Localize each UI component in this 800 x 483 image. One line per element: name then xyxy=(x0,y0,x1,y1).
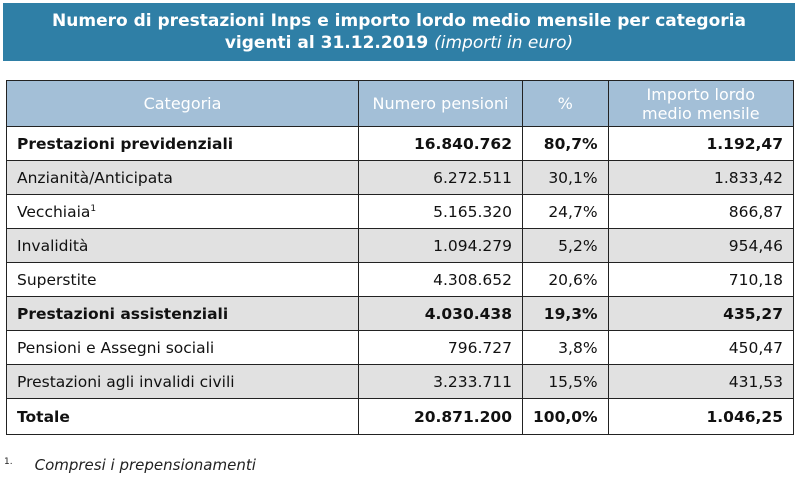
data-table: Categoria Numero pensioni % Importo lord… xyxy=(6,80,795,435)
header-pct: % xyxy=(522,80,609,127)
total-row: Totale 20.871.200 100,0% 1.046,25 xyxy=(6,398,795,435)
subtitle-note: (importi in euro) xyxy=(434,33,574,53)
header-row: Categoria Numero pensioni % Importo lord… xyxy=(6,80,795,127)
row-pct: 100,0% xyxy=(522,398,609,435)
table-subtitle: vigenti al 31.12.2019 (importi in euro) xyxy=(3,32,795,54)
table-row: Pensioni e Assegni sociali 796.727 3,8% … xyxy=(6,330,795,365)
header-importo-line2: medio mensile xyxy=(642,103,760,123)
row-importo: 1.833,42 xyxy=(607,160,795,195)
table-title: Numero di prestazioni Inps e importo lor… xyxy=(52,11,746,31)
table-row: Prestazioni assistenziali 4.030.438 19,3… xyxy=(6,296,795,331)
row-importo: 710,18 xyxy=(607,262,795,297)
row-pct: 19,3% xyxy=(522,296,609,331)
row-numero: 796.727 xyxy=(358,330,523,365)
row-importo: 450,47 xyxy=(607,330,795,365)
row-numero: 1.094.279 xyxy=(358,228,523,263)
row-pct: 5,2% xyxy=(522,228,609,263)
row-label: Vecchiaia xyxy=(17,202,91,221)
table-row: Prestazioni previdenziali 16.840.762 80,… xyxy=(6,126,795,161)
row-label-cell: Vecchiaia1 xyxy=(6,194,359,229)
footnote-text: Compresi i prepensionamenti xyxy=(34,456,256,474)
row-pct: 30,1% xyxy=(522,160,609,195)
row-numero: 4.308.652 xyxy=(358,262,523,297)
row-pct: 80,7% xyxy=(522,126,609,161)
row-importo: 431,53 xyxy=(607,364,795,399)
row-label: Prestazioni agli invalidi civili xyxy=(6,364,359,399)
header-numero: Numero pensioni xyxy=(358,80,523,127)
table-row: Vecchiaia1 5.165.320 24,7% 866,87 xyxy=(6,194,795,229)
row-label: Prestazioni assistenziali xyxy=(6,296,359,331)
row-importo: 435,27 xyxy=(607,296,795,331)
row-pct: 24,7% xyxy=(522,194,609,229)
row-label: Superstite xyxy=(6,262,359,297)
row-pct: 20,6% xyxy=(522,262,609,297)
row-numero: 4.030.438 xyxy=(358,296,523,331)
table-row: Prestazioni agli invalidi civili 3.233.7… xyxy=(6,364,795,399)
row-numero: 3.233.711 xyxy=(358,364,523,399)
subtitle-date: vigenti al 31.12.2019 xyxy=(224,33,435,53)
row-label: Invalidità xyxy=(6,228,359,263)
table-row: Anzianità/Anticipata 6.272.511 30,1% 1.8… xyxy=(6,160,795,195)
row-label: Anzianità/Anticipata xyxy=(6,160,359,195)
row-numero: 20.871.200 xyxy=(358,398,523,435)
row-importo: 1.046,25 xyxy=(607,398,795,435)
row-pct: 15,5% xyxy=(522,364,609,399)
row-label: Prestazioni previdenziali xyxy=(6,126,359,161)
title-banner: Numero di prestazioni Inps e importo lor… xyxy=(3,3,795,61)
row-importo: 954,46 xyxy=(607,228,795,263)
header-importo: Importo lordo medio mensile xyxy=(607,80,795,127)
row-numero: 16.840.762 xyxy=(358,126,523,161)
header-importo-line1: Importo lordo xyxy=(646,84,755,104)
row-numero: 6.272.511 xyxy=(358,160,523,195)
footnote-ref: 1 xyxy=(90,203,97,214)
footnote: 1. Compresi i prepensionamenti xyxy=(4,456,256,474)
footnote-mark: 1. xyxy=(4,457,13,467)
table-row: Invalidità 1.094.279 5,2% 954,46 xyxy=(6,228,795,263)
table-row: Superstite 4.308.652 20,6% 710,18 xyxy=(6,262,795,297)
row-importo: 866,87 xyxy=(607,194,795,229)
row-importo: 1.192,47 xyxy=(607,126,795,161)
row-numero: 5.165.320 xyxy=(358,194,523,229)
row-label: Totale xyxy=(6,398,359,435)
row-pct: 3,8% xyxy=(522,330,609,365)
row-label: Pensioni e Assegni sociali xyxy=(6,330,359,365)
header-categoria: Categoria xyxy=(6,80,359,127)
